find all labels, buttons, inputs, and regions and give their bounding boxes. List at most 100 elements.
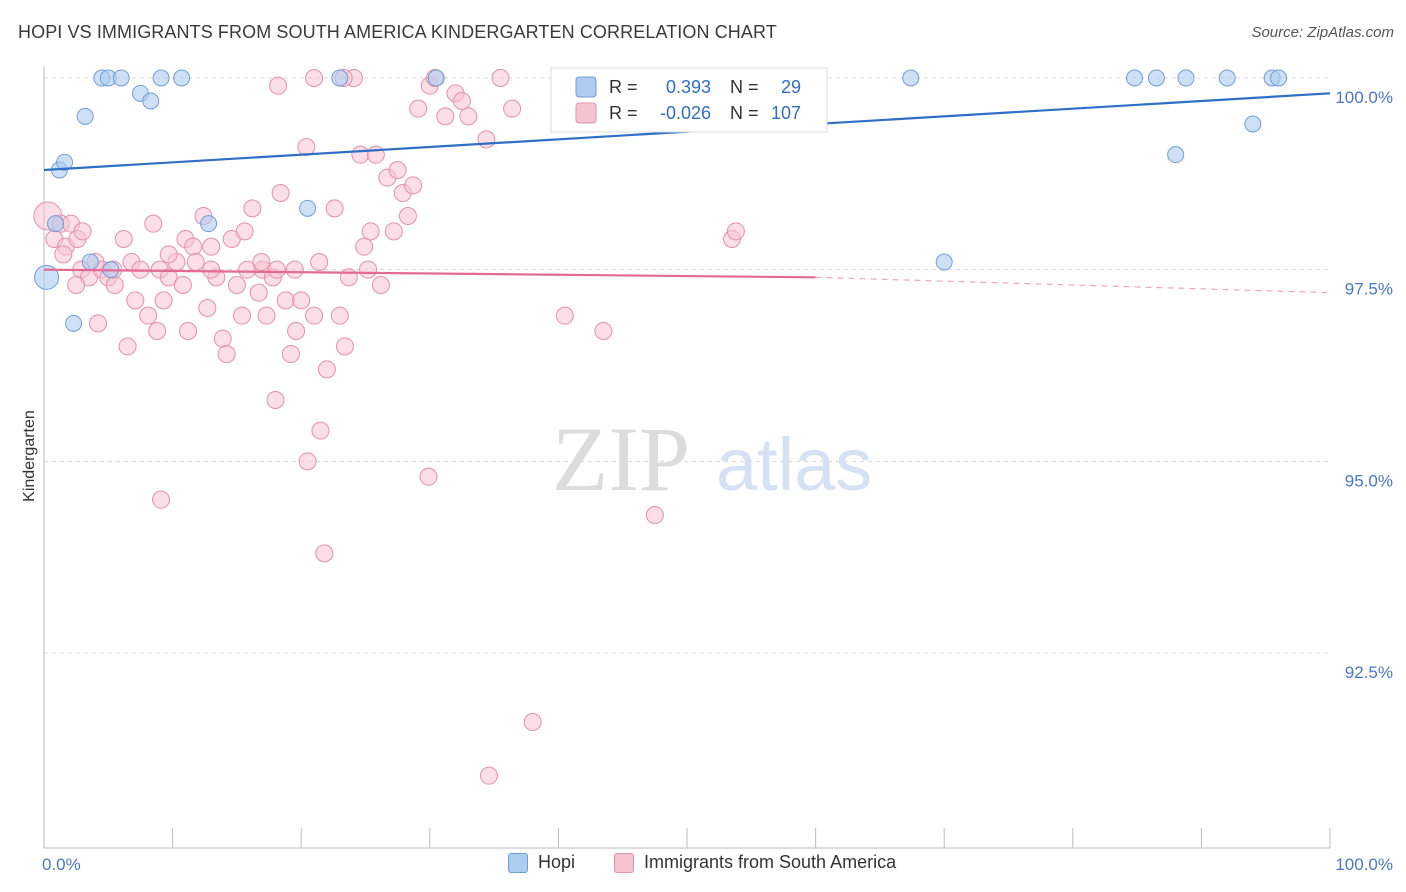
hopi-point-18 — [427, 69, 445, 87]
legend-item-hopi: Hopi — [508, 852, 575, 873]
sa-point-66 — [371, 276, 390, 294]
sa-point-16 — [114, 230, 133, 248]
sa-point-18 — [126, 291, 145, 310]
sa-point-39 — [227, 276, 246, 294]
correlation-legend: R = 0.393 N = 29 R = -0.026 N = 107 — [550, 67, 828, 133]
legend-hopi-r-label: R = — [609, 77, 638, 97]
sa-point-48 — [271, 184, 290, 202]
sa-point-86 — [315, 544, 334, 563]
hopi-point-20 — [935, 253, 953, 271]
axes: 92.5% 95.0% 97.5% 100.0% 0.0% 100.0% — [42, 66, 1393, 874]
hopi-point-17 — [331, 69, 349, 87]
sa-point-89 — [523, 713, 542, 731]
sa-point-83 — [266, 391, 285, 409]
y-tick-label-1: 95.0% — [1345, 471, 1393, 490]
sa-point-63 — [355, 237, 374, 256]
x-tick-label-1: 100.0% — [1335, 855, 1393, 874]
sa-point-53 — [297, 138, 316, 156]
sa-point-62 — [351, 145, 370, 164]
sa-point-21 — [144, 214, 163, 233]
sa-point-56 — [317, 360, 336, 379]
legend-hopi-n-value: 29 — [781, 77, 801, 97]
hopi-point-15 — [200, 215, 218, 233]
sa-point-64 — [359, 260, 378, 279]
sa-point-50 — [281, 345, 300, 363]
sa-point-34 — [202, 237, 221, 256]
sa-point-30 — [179, 322, 198, 340]
sa-point-80 — [477, 130, 496, 149]
sa-point-103 — [118, 337, 137, 356]
sa-point-68 — [384, 222, 403, 241]
sa-point-24 — [154, 291, 173, 310]
hopi-point-7 — [112, 69, 130, 87]
legend-item-sa: Immigrants from South America — [614, 852, 896, 873]
y-tick-label-0: 92.5% — [1345, 663, 1393, 682]
hopi-point-2 — [56, 153, 74, 171]
y-tick-label-2: 97.5% — [1345, 280, 1393, 299]
sa-point-100 — [202, 260, 221, 279]
sa-point-78 — [452, 92, 471, 110]
sa-point-54 — [305, 306, 324, 325]
sa-point-97 — [305, 69, 324, 87]
hopi-point-26 — [1270, 69, 1288, 87]
legend-hopi-n-label: N = — [730, 77, 759, 97]
x-tick-label-0: 0.0% — [42, 855, 81, 874]
chart-title: HOPI VS IMMIGRANTS FROM SOUTH AMERICA KI… — [18, 22, 777, 42]
sa-point-71 — [398, 207, 417, 225]
sa-point-87 — [419, 467, 438, 486]
sa-point-93 — [645, 506, 664, 524]
sa-point-43 — [249, 283, 268, 302]
hopi-point-9 — [142, 92, 160, 110]
sa-point-99 — [361, 222, 380, 241]
sa-point-82 — [503, 99, 522, 118]
sa-point-104 — [252, 253, 271, 271]
hopi-point-3 — [47, 215, 65, 233]
hopi-point-4 — [76, 107, 94, 125]
hopi-point-0 — [34, 264, 60, 290]
legend-hopi-swatch — [575, 76, 597, 98]
sa-point-92 — [594, 322, 613, 340]
sa-point-42 — [243, 199, 262, 218]
sa-point-13 — [105, 276, 124, 294]
legend-hopi-r-value: 0.393 — [666, 77, 711, 97]
sa-point-55 — [310, 253, 329, 271]
legend-sa-square — [614, 852, 634, 873]
hopi-point-12 — [65, 314, 83, 332]
sa-point-29 — [184, 237, 203, 256]
sa-point-58 — [330, 306, 349, 325]
sa-point-69 — [388, 161, 407, 179]
sa-point-79 — [459, 107, 478, 126]
grid-lines — [44, 77, 1330, 654]
legend-hopi-square — [508, 852, 528, 873]
sa-point-20 — [139, 306, 158, 325]
sa-point-105 — [235, 222, 254, 241]
legend-sa-n-label: N = — [730, 103, 759, 123]
legend-hopi-label: Hopi — [538, 852, 576, 872]
hopi-point-19 — [902, 69, 920, 87]
sa-trend-line-dashed — [815, 276, 1331, 294]
hopi-point-11 — [173, 69, 191, 87]
sa-point-57 — [325, 199, 344, 218]
sa-point-7 — [54, 245, 73, 264]
sa-point-81 — [491, 69, 510, 87]
sa-point-36 — [213, 329, 232, 348]
sa-point-72 — [404, 176, 423, 195]
hopi-point-27 — [1167, 146, 1185, 164]
sa-point-6 — [73, 222, 92, 241]
sa-point-76 — [436, 107, 455, 126]
sa-point-27 — [173, 276, 192, 294]
sa-point-90 — [479, 766, 498, 785]
sa-point-22 — [148, 322, 167, 340]
series-hopi — [34, 69, 1288, 332]
sa-point-37 — [217, 345, 236, 363]
sa-point-65 — [366, 145, 385, 164]
legend-sa-r-label: R = — [609, 103, 638, 123]
legend-sa-r-value: -0.026 — [660, 103, 711, 123]
sa-point-102 — [285, 260, 304, 279]
sa-point-45 — [257, 306, 276, 325]
sa-point-101 — [159, 245, 178, 264]
hopi-point-21 — [1126, 69, 1144, 87]
sa-point-40 — [233, 306, 252, 325]
hopi-point-10 — [152, 69, 170, 87]
